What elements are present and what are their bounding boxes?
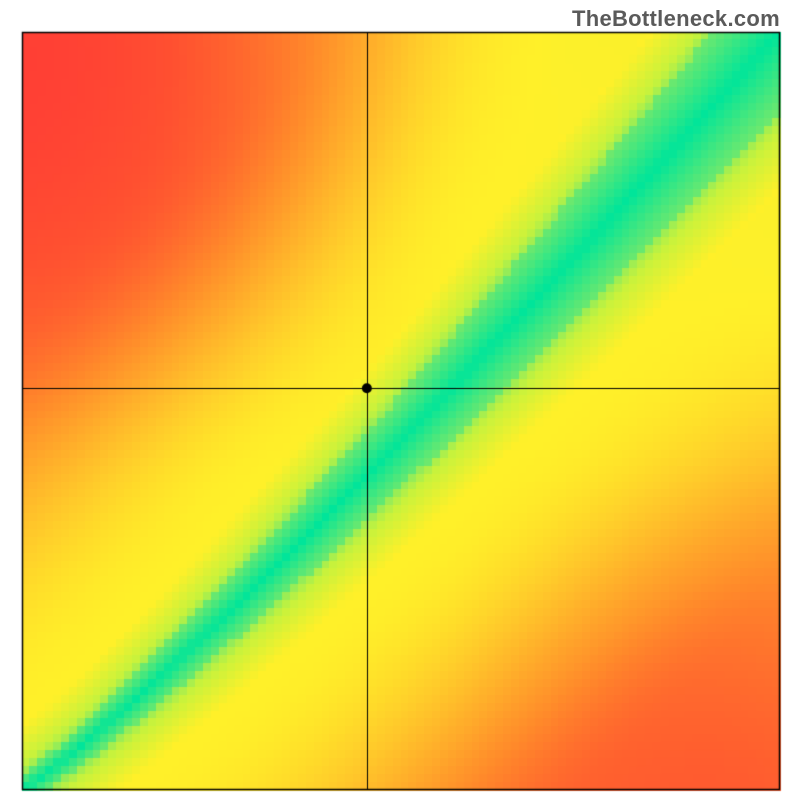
watermark-text: TheBottleneck.com [572,6,780,32]
bottleneck-heatmap [0,0,800,800]
